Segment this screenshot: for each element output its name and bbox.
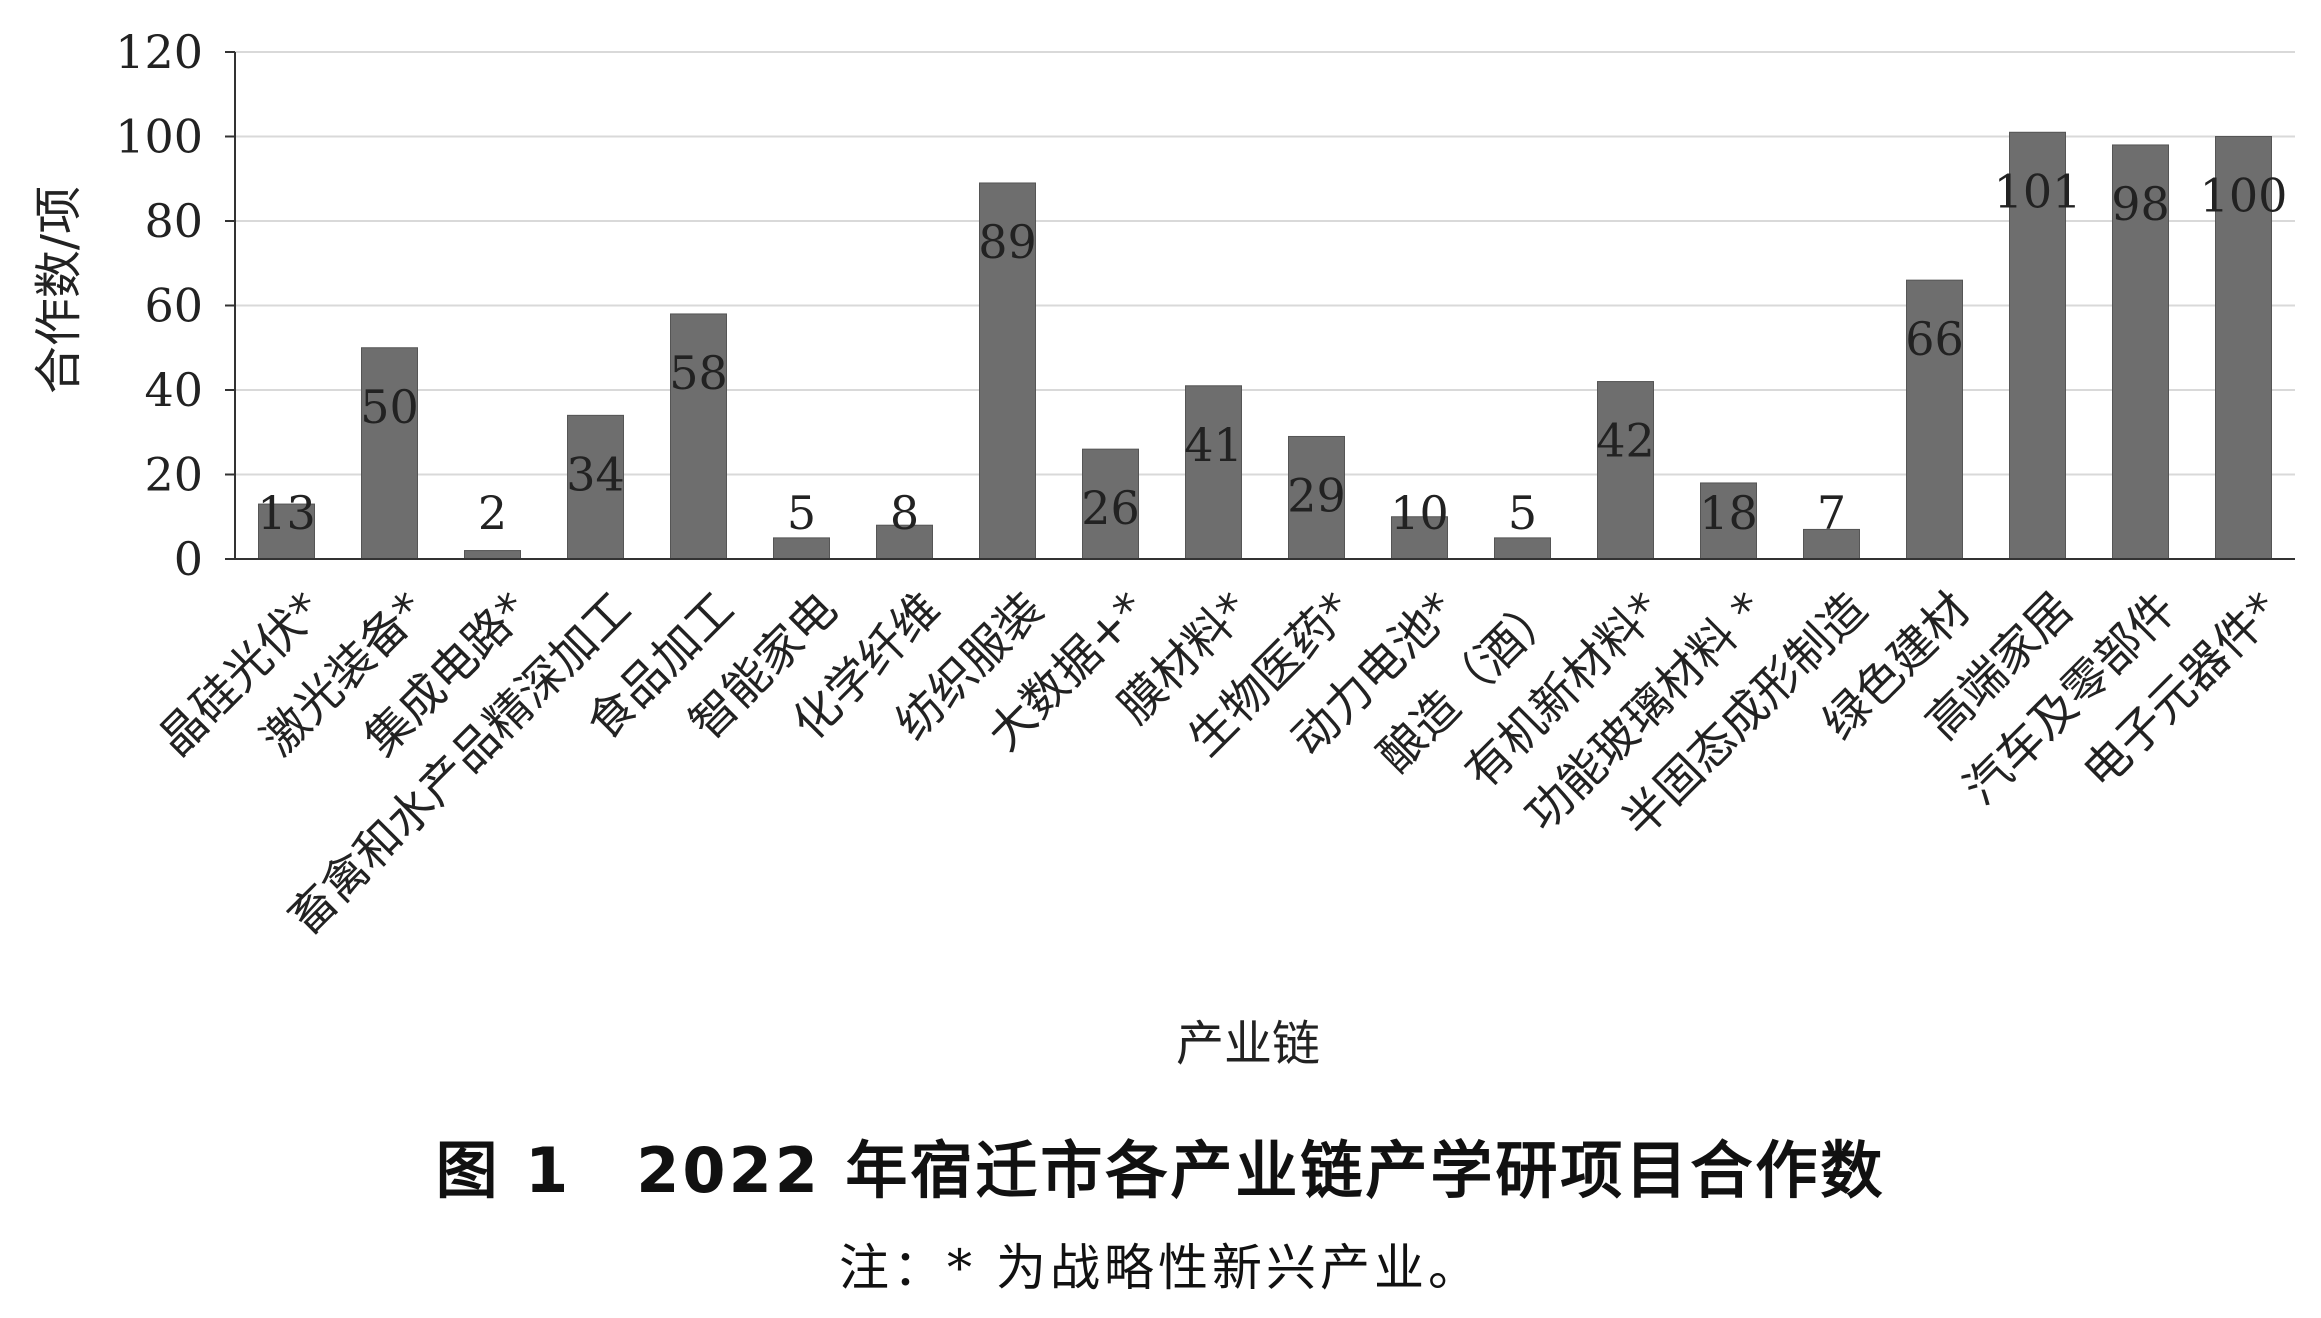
bar	[464, 550, 521, 560]
y-tick-label: 100	[115, 110, 203, 164]
data-label: 18	[1699, 486, 1758, 540]
data-label: 101	[1994, 164, 2082, 218]
data-label: 29	[1287, 468, 1346, 522]
bar	[567, 414, 624, 560]
gridlines	[235, 51, 2295, 476]
y-tick-label: 60	[144, 279, 203, 333]
data-label: 58	[669, 346, 728, 400]
data-label: 50	[360, 380, 419, 434]
bar	[1700, 482, 1757, 560]
bar	[773, 537, 830, 560]
data-label: 10	[1390, 486, 1449, 540]
bar	[1391, 516, 1448, 560]
data-label: 100	[2200, 169, 2288, 223]
figure-note: 注：* 为战略性新兴产业。	[839, 1239, 1482, 1297]
bars	[258, 131, 2272, 560]
data-label: 98	[2111, 177, 2170, 231]
bar	[2009, 131, 2066, 560]
bar	[1185, 385, 1242, 560]
data-label: 66	[1905, 312, 1964, 366]
data-label: 34	[566, 447, 625, 501]
x-axis-title: 产业链	[1176, 1016, 1320, 1072]
data-label: 2	[478, 486, 507, 540]
data-label: 41	[1184, 418, 1243, 472]
bar	[670, 313, 727, 560]
y-tick-label: 40	[144, 363, 203, 417]
data-label: 89	[978, 215, 1037, 269]
data-label: 5	[787, 486, 816, 540]
bar	[1494, 537, 1551, 560]
data-label: 8	[890, 486, 919, 540]
bar	[1906, 279, 1963, 560]
data-label: 42	[1596, 414, 1655, 468]
bar	[2215, 136, 2272, 560]
bar	[876, 524, 933, 560]
axes	[225, 51, 2295, 560]
bar	[1597, 381, 1654, 560]
bar	[361, 347, 418, 560]
y-axis-title: 合作数/项	[31, 186, 87, 394]
y-tick-label: 0	[174, 532, 203, 586]
y-tick-label: 20	[144, 448, 203, 502]
figure-caption: 图 1 2022 年宿迁市各产业链产学研项目合作数	[435, 1134, 1886, 1207]
data-label: 13	[257, 486, 316, 540]
bar	[1288, 435, 1345, 560]
y-tick-label: 80	[144, 194, 203, 248]
data-label: 26	[1081, 481, 1140, 535]
data-label: 7	[1817, 486, 1846, 540]
y-tick-label: 120	[115, 25, 203, 79]
bar	[2112, 144, 2169, 560]
data-label: 5	[1508, 486, 1537, 540]
bar	[1803, 528, 1860, 560]
